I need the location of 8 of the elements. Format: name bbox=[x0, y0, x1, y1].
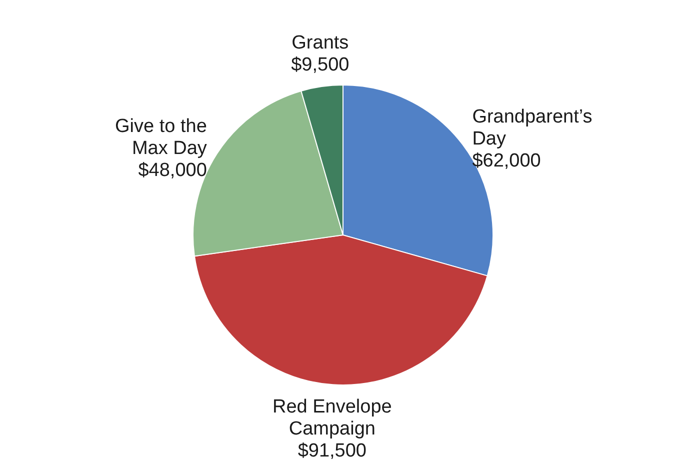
data-label: $9,500 bbox=[291, 54, 350, 76]
slice-label: Grandparent’s Day bbox=[472, 106, 592, 150]
slice-label: Red Envelope Campaign bbox=[272, 396, 392, 440]
data-label: $48,000 bbox=[138, 160, 207, 182]
slice-label: Grants bbox=[292, 32, 349, 54]
data-label: $62,000 bbox=[472, 150, 541, 172]
data-label: $91,500 bbox=[298, 440, 366, 462]
slice-label: Give to the Max Day bbox=[115, 116, 208, 160]
